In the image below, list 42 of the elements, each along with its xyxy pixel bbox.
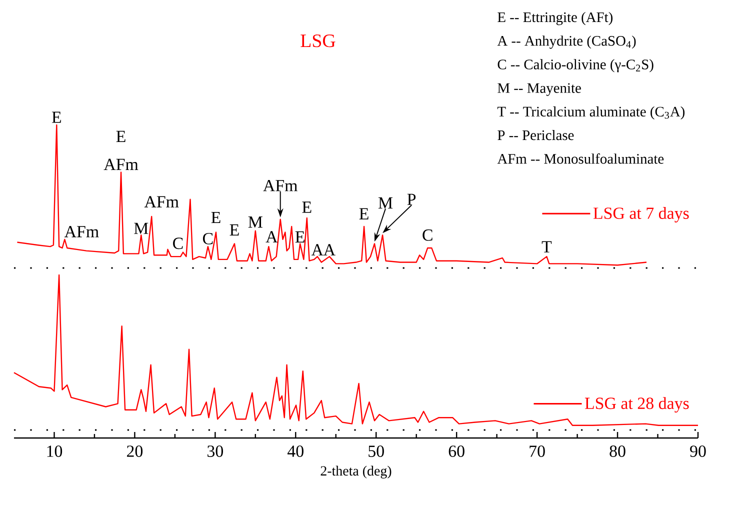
chart-title: LSG <box>300 34 336 48</box>
annotation: AFm <box>104 158 138 170</box>
legend-label: LSG at 7 days <box>593 207 689 222</box>
annotation: E <box>230 224 239 236</box>
annotation: C <box>422 229 432 241</box>
annotation: AFm <box>263 180 298 192</box>
legend-label: LSG at 28 days <box>584 397 689 413</box>
annotation: AFm <box>144 196 179 208</box>
x-tick-label: 80 <box>610 446 626 457</box>
annotation: P <box>407 194 416 205</box>
annotation: C <box>173 238 183 250</box>
text: T -- Tricalcium aluminate (C$_{3}$A) <box>497 106 685 120</box>
text: C -- Calcio-olivine (γ-C$_{2}$S) <box>498 59 654 72</box>
annotation: E <box>52 112 61 123</box>
annotation: M <box>248 216 262 228</box>
x-tick-label: 60 <box>448 446 464 457</box>
annotation: E <box>116 130 126 142</box>
annotation: A <box>266 231 278 242</box>
x-tick-label: 40 <box>288 446 304 457</box>
text: E -- Ettringite (AFt) <box>498 12 613 26</box>
annotation: A <box>324 244 336 256</box>
text: M -- Mayenite <box>498 83 581 96</box>
text: A -- Anhydrite (CaSO$_{4}$) <box>497 36 636 49</box>
x-axis-title: 2-theta (deg) <box>320 466 392 478</box>
annotation: T <box>542 241 552 252</box>
annotation: E <box>302 202 312 213</box>
x-tick-label: 10 <box>47 446 62 457</box>
x-tick-label: 70 <box>530 446 545 457</box>
annotation: E <box>359 208 368 220</box>
annotation: M <box>378 197 393 208</box>
x-tick-label: 50 <box>368 446 384 457</box>
annotation: P -- Periclase <box>498 130 574 140</box>
annotation: AFm <box>64 226 99 238</box>
x-tick-label: 90 <box>690 446 706 457</box>
annotation: E <box>295 231 304 242</box>
x-tick-label: 20 <box>126 446 143 457</box>
annotation: M <box>134 222 148 234</box>
annotation: A <box>311 244 324 256</box>
annotation: C <box>202 232 213 244</box>
annotation: E <box>211 212 220 224</box>
annotation: AFm -- Monosulfoaluminate <box>497 153 664 164</box>
x-tick-label: 30 <box>208 446 224 457</box>
